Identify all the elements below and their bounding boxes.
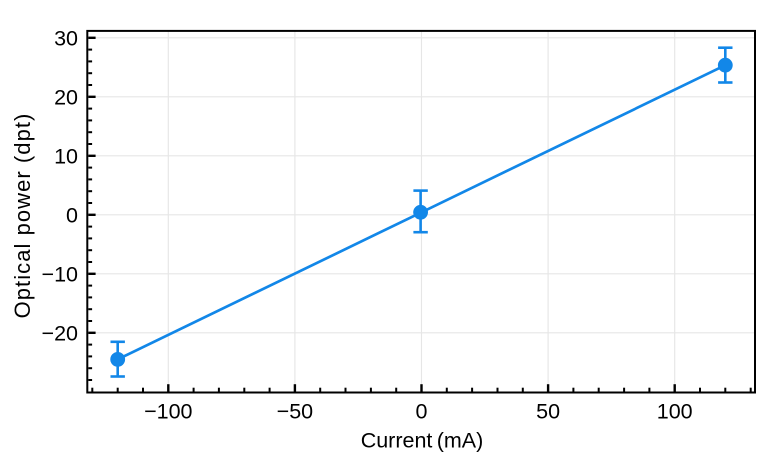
svg-text:Current (mA): Current (mA) [361,429,484,453]
svg-text:100: 100 [657,400,693,424]
svg-text:20: 20 [54,85,78,109]
svg-text:0: 0 [416,400,428,424]
svg-text:−20: −20 [42,321,79,345]
svg-text:−10: −10 [42,262,79,286]
svg-text:0: 0 [66,203,78,227]
svg-text:50: 50 [536,400,560,424]
svg-text:10: 10 [54,144,78,168]
svg-text:−100: −100 [144,400,192,424]
svg-text:−50: −50 [277,400,314,424]
svg-text:Optical power (dpt): Optical power (dpt) [10,113,35,319]
svg-text:30: 30 [54,26,78,50]
